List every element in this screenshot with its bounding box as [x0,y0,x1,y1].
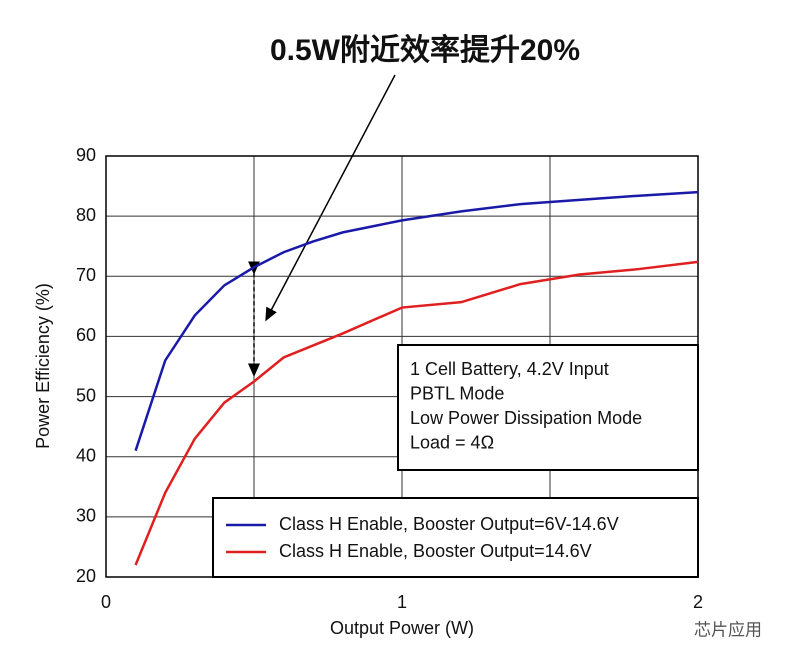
note-box [397,344,699,471]
note-line: PBTL Mode [410,383,504,403]
y-tick-label: 70 [76,265,96,285]
series-line [134,190,699,452]
annotation: 0.5W附近效率提升20% [270,34,580,67]
y-tick-label: 60 [76,325,96,345]
series-line [134,260,699,566]
y-tick-label: 40 [76,445,96,465]
x-tick-label: 1 [397,592,407,612]
y-tick-label: 20 [76,566,96,586]
legend-label: Class H Enable, Booster Output=14.6V [279,541,592,561]
y-tick-label: 90 [76,145,96,165]
y-tick-label: 80 [76,205,96,225]
y-axis-label: Power Efficiency (%) [33,283,53,449]
y-tick-label: 50 [76,385,96,405]
legend-box [212,497,699,578]
x-tick-label: 0 [101,592,111,612]
x-axis-label: Output Power (W) [330,618,474,638]
note-line: Low Power Dissipation Mode [410,408,642,428]
annotation-arrow [265,74,396,322]
y-tick-label: 30 [76,506,96,526]
note-line: Load = 4Ω [410,432,494,452]
watermark: 芯片应用 [694,620,762,639]
legend-label: Class H Enable, Booster Output=6V-14.6V [279,514,619,534]
x-tick-label: 2 [693,592,703,612]
note-line: 1 Cell Battery, 4.2V Input [410,359,609,379]
